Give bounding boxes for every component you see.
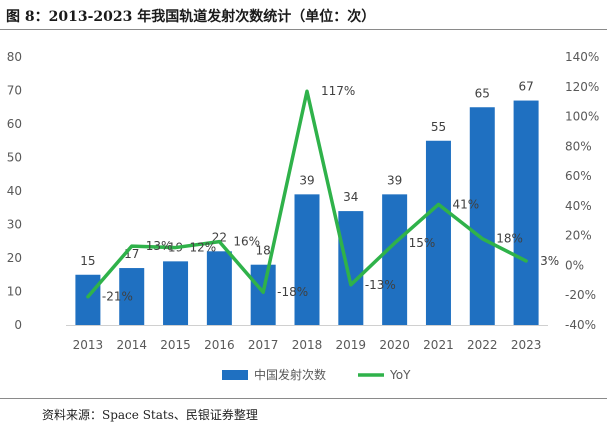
yoy-value-label: -18% <box>277 285 308 299</box>
source-divider <box>0 398 607 399</box>
bar <box>469 107 495 325</box>
yoy-value-label: 117% <box>321 84 355 98</box>
y-right-tick-label: -20% <box>565 288 596 302</box>
yoy-value-label: 41% <box>452 197 479 211</box>
yoy-value-label: 15% <box>409 236 436 250</box>
y-left-tick-label: 60 <box>7 117 22 131</box>
y-left-tick-label: 0 <box>14 318 22 332</box>
x-tick-label: 2021 <box>423 338 454 352</box>
bar-value-label: 65 <box>475 86 490 100</box>
y-left-tick-label: 40 <box>7 184 22 198</box>
bar-value-label: 39 <box>299 173 314 187</box>
yoy-value-label: 13% <box>146 239 173 253</box>
y-right-tick-label: 20% <box>565 229 592 243</box>
y-left-tick-label: 50 <box>7 151 22 165</box>
x-tick-label: 2023 <box>511 338 542 352</box>
chart-title: 图 8：2013-2023 年我国轨道发射次数统计（单位：次） <box>6 9 376 25</box>
title-divider <box>0 29 607 30</box>
y-right-tick-label: 140% <box>565 50 599 64</box>
bar <box>75 274 101 325</box>
bar-value-label: 18 <box>256 244 271 258</box>
legend-bar-label: 中国发射次数 <box>254 367 326 382</box>
bar-value-label: 34 <box>343 190 358 204</box>
y-right-tick-label: 60% <box>565 169 592 183</box>
bar <box>382 194 408 325</box>
x-tick-label: 2019 <box>336 338 367 352</box>
x-tick-label: 2014 <box>116 338 147 352</box>
bar-value-label: 15 <box>80 254 95 268</box>
y-right-tick-label: -40% <box>565 318 596 332</box>
y-right-tick-label: 120% <box>565 80 599 94</box>
x-tick-label: 2016 <box>204 338 235 352</box>
bar <box>425 140 451 325</box>
y-left-tick-label: 70 <box>7 84 22 98</box>
bar <box>250 264 276 325</box>
source-note: 资料来源：Space Stats、民银证券整理 <box>42 408 258 422</box>
chart-area: 0 10 20 30 40 50 60 70 80 -40% -20% 0% 20% 40% 60% 80% 1… <box>7 50 600 382</box>
yoy-value-label: 18% <box>496 232 523 246</box>
bar-value-label: 39 <box>387 173 402 187</box>
y-left-tick-label: 20 <box>7 251 22 265</box>
x-tick-label: 2013 <box>73 338 104 352</box>
bar-value-label: 67 <box>518 80 533 94</box>
yoy-value-label: 16% <box>233 235 260 249</box>
x-tick-label: 2020 <box>379 338 410 352</box>
y-left-tick-label: 10 <box>7 285 22 299</box>
legend-line-label: YoY <box>389 368 411 382</box>
y-right-tick-label: 0% <box>565 258 584 272</box>
yoy-value-label: -13% <box>365 278 396 292</box>
x-tick-label: 2018 <box>292 338 323 352</box>
legend-bar-swatch <box>222 370 248 380</box>
y-left-tick-label: 30 <box>7 218 22 232</box>
x-tick-label: 2022 <box>467 338 498 352</box>
y-left-tick-label: 80 <box>7 50 22 64</box>
y-right-tick-label: 80% <box>565 139 592 153</box>
bar <box>338 211 364 325</box>
yoy-value-label: 12% <box>190 241 217 255</box>
yoy-value-label: -21% <box>102 290 133 304</box>
bar <box>294 194 320 325</box>
bar-value-label: 55 <box>431 120 446 134</box>
bar <box>513 100 539 325</box>
x-tick-label: 2017 <box>248 338 279 352</box>
x-tick-label: 2015 <box>160 338 191 352</box>
y-right-tick-label: 40% <box>565 199 592 213</box>
y-right-tick-label: 100% <box>565 110 599 124</box>
yoy-value-label: 3% <box>540 254 559 268</box>
bar <box>206 251 232 325</box>
bar <box>163 261 189 325</box>
yoy-line <box>86 89 528 299</box>
bar <box>119 268 145 325</box>
